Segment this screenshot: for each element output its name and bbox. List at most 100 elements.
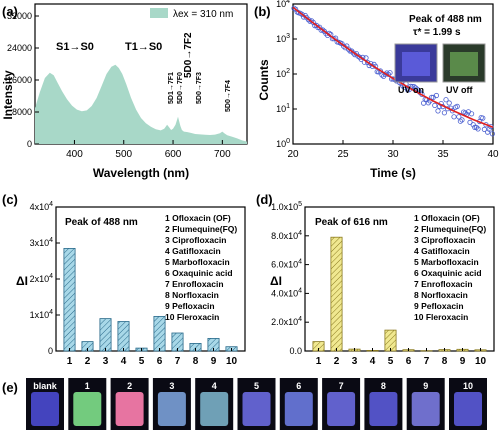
a-xtick-label: 400 — [66, 149, 83, 160]
panel-a-legend-swatch — [150, 8, 168, 18]
panel-a-annotations: S1→S0 T1→S0 5D0→7F2 5D1→7F1 5D0→7F0 5D0→… — [56, 32, 232, 112]
annotation-s1-s0: S1→S0 — [56, 41, 94, 53]
inset-uv-off-label: UV off — [446, 85, 473, 95]
a-ytick-label: 0 — [27, 139, 32, 149]
c-xtick-label: 6 — [157, 356, 163, 367]
panel-b-xlabel: Time (s) — [370, 166, 416, 180]
a-xtick-label: 700 — [214, 149, 231, 160]
c-legend-item: 3 Ciprofloxacin — [165, 235, 226, 245]
panel-a-label: (a) — [2, 4, 18, 19]
photo-glow — [285, 392, 313, 426]
panel-d-label: (d) — [256, 192, 273, 207]
panel-d-ylabel: ΔI — [270, 274, 282, 288]
b-xtick-label: 40 — [487, 149, 499, 160]
d-xtick-label: 5 — [388, 356, 394, 367]
c-ytick-label: 4x104 — [30, 201, 54, 212]
a-xtick-label: 600 — [165, 149, 182, 160]
d-ytick-label: 6.0x104 — [271, 259, 302, 270]
decay-point — [490, 132, 494, 136]
d-legend-item: 2 Flumequine(FQ) — [414, 224, 486, 234]
panel-a-ylabel: Intensity — [1, 70, 15, 120]
annotation-t1-s0: T1→S0 — [125, 41, 162, 53]
d-ytick-label: 4.0x104 — [271, 287, 302, 298]
d-xtick-label: 6 — [406, 356, 412, 367]
spectrum-area — [35, 65, 247, 144]
photo-label: 5 — [254, 381, 259, 391]
c-xtick-label: 10 — [226, 356, 238, 367]
decay-point — [447, 101, 451, 105]
b-ytick-label: 102 — [276, 68, 290, 79]
decay-point — [436, 109, 440, 113]
panel-a-legend-text: λex = 310 nm — [173, 9, 233, 20]
d-legend-item: 10 Fleroxacin — [414, 312, 468, 322]
panel-b-peak-text: Peak of 488 nm — [409, 14, 482, 25]
d-xtick-label: 2 — [334, 356, 340, 367]
annotation-5d0-7f4: 5D0→7F4 — [225, 80, 232, 112]
c-xtick-label: 4 — [121, 356, 127, 367]
b-ytick-label: 103 — [276, 33, 290, 44]
panel-c-ylabel: ΔI — [16, 274, 28, 288]
b-xtick-label: 35 — [437, 149, 449, 160]
annotation-5d0-7f2: 5D0→7F2 — [183, 32, 194, 78]
b-ytick-label: 101 — [276, 103, 290, 114]
c-legend-item: 2 Flumequine(FQ) — [165, 224, 237, 234]
photo-label: 7 — [339, 381, 344, 391]
inset-uv-off-glow — [450, 52, 478, 76]
photo-glow — [73, 392, 101, 426]
b-xtick-label: 20 — [287, 149, 299, 160]
c-xtick-label: 7 — [175, 356, 181, 367]
c-xtick-label: 3 — [103, 356, 109, 367]
c-bar — [118, 322, 129, 352]
panel-a-xlabel: Wavelength (nm) — [93, 166, 189, 180]
panel-c-label: (c) — [2, 192, 18, 207]
c-xtick-label: 8 — [193, 356, 199, 367]
panel-b-label: (b) — [254, 4, 271, 19]
decay-point — [455, 104, 459, 108]
a-ytick-label: 24000 — [7, 43, 32, 53]
d-ytick-label: 8.0x104 — [271, 230, 302, 241]
decay-point — [433, 103, 437, 107]
decay-point — [452, 115, 456, 119]
c-legend-item: 1 Ofloxacin (OF) — [165, 213, 231, 223]
panel-c-title: Peak of 488 nm — [65, 217, 138, 228]
d-bar — [385, 330, 396, 351]
photo-glow — [454, 392, 482, 426]
photo-label: 2 — [127, 381, 132, 391]
a-xtick-label: 500 — [115, 149, 132, 160]
d-xtick-label: 9 — [460, 356, 466, 367]
panel-b-ylabel: Counts — [257, 59, 271, 101]
inset-uv-on-label: UV on — [398, 85, 424, 95]
d-xtick-label: 3 — [352, 356, 358, 367]
d-legend-item: 3 Ciprofloxacin — [414, 235, 475, 245]
d-xtick-label: 10 — [475, 356, 487, 367]
c-xtick-label: 5 — [139, 356, 145, 367]
photo-label: 6 — [296, 381, 301, 391]
c-ytick-label: 1x104 — [30, 309, 54, 320]
d-bar — [331, 237, 342, 351]
d-ytick-label: 0.0 — [289, 346, 302, 356]
d-xtick-label: 8 — [442, 356, 448, 367]
annotation-5d1-7f1: 5D1→7F1 — [168, 72, 175, 104]
photo-glow — [158, 392, 186, 426]
c-legend-item: 6 Oxaquinic acid — [165, 268, 233, 278]
d-ytick-label: 1.0x105 — [271, 201, 302, 212]
c-legend-item: 7 Enrofloxacin — [165, 279, 224, 289]
d-xtick-label: 7 — [424, 356, 430, 367]
c-bar — [100, 319, 111, 351]
photo-label: 8 — [381, 381, 386, 391]
d-legend-item: 9 Pefloxacin — [414, 301, 464, 311]
d-legend-item: 6 Oxaquinic acid — [414, 268, 482, 278]
photo-label: 3 — [169, 381, 174, 391]
b-xtick-label: 25 — [337, 149, 349, 160]
photo-glow — [116, 392, 144, 426]
b-ytick-label: 104 — [276, 0, 290, 9]
d-legend-item: 1 Ofloxacin (OF) — [414, 213, 480, 223]
decay-point — [442, 111, 446, 115]
c-bar — [64, 248, 75, 351]
